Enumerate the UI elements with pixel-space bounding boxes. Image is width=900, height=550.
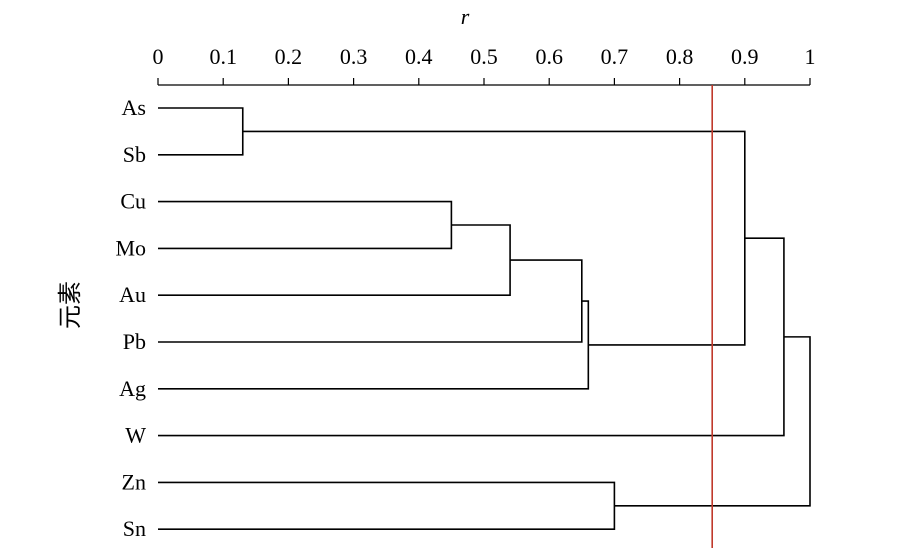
x-tick-label: 0.7 [601,44,629,69]
leaf-label-cu: Cu [120,189,146,214]
x-axis-title: r [461,4,470,29]
x-tick-label: 0 [153,44,164,69]
leaf-label-au: Au [119,282,146,307]
leaf-label-ag: Ag [119,376,146,401]
x-tick-label: 1 [805,44,816,69]
leaf-label-sb: Sb [123,142,146,167]
leaf-label-mo: Mo [115,235,146,260]
leaf-labels: As Sb Cu Mo Au Pb Ag W Zn Sn [115,95,146,541]
leaf-label-pb: Pb [123,329,146,354]
x-tick-label: 0.3 [340,44,368,69]
leaf-label-zn: Zn [122,469,146,494]
x-tick-label: 0.6 [535,44,563,69]
branch-m3 [158,224,511,296]
branch-m7 [242,130,746,346]
branch-m1 [158,107,244,156]
leaf-label-as: As [122,95,146,120]
dendrogram-branches [158,107,811,530]
x-tick-label: 0.2 [275,44,303,69]
branch-m6 [158,481,616,530]
leaf-label-w: W [125,423,146,448]
x-tick-label: 0.8 [666,44,694,69]
x-axis-ticks: 0 0.1 0.2 0.3 0.4 0.5 0.6 0.7 0.8 0.9 1 [153,44,816,85]
x-tick-label: 0.9 [731,44,759,69]
x-tick-label: 0.1 [209,44,237,69]
x-tick-label: 0.4 [405,44,433,69]
branch-m5 [158,300,590,390]
branch-m8 [158,237,785,437]
y-axis-title: 元素 [56,281,84,329]
branch-m4 [158,259,583,343]
branch-m2 [158,200,453,250]
x-tick-label: 0.5 [470,44,498,69]
leaf-label-sn: Sn [123,516,146,541]
